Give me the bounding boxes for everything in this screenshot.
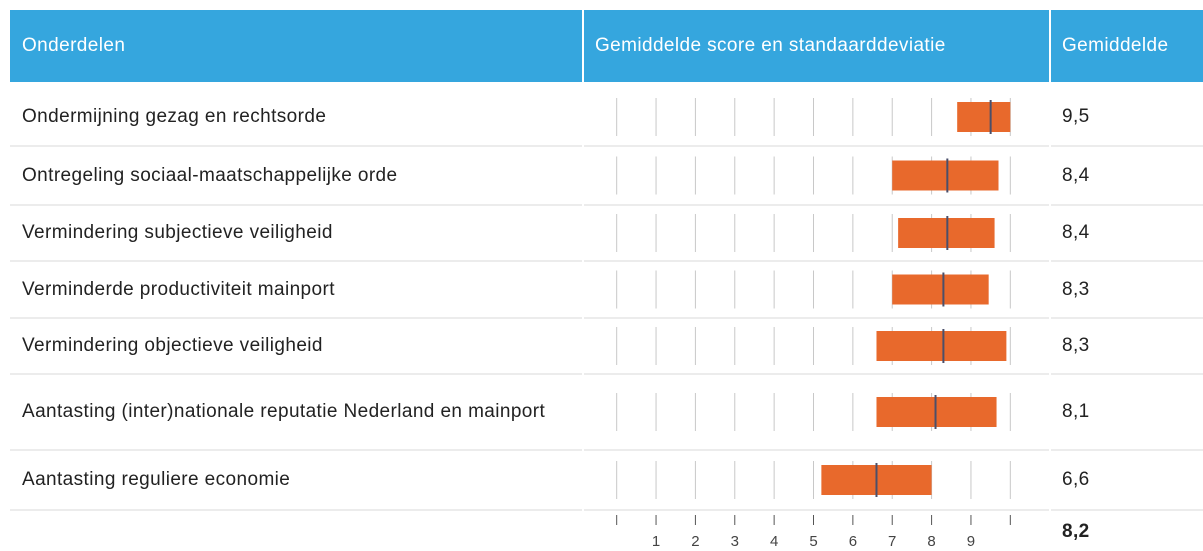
x-tick-label: 6 (849, 533, 857, 550)
mean-cell: 8,3 (1062, 278, 1090, 300)
row-label: Aantasting (inter)nationale reputatie Ne… (22, 401, 546, 422)
mean-cell: 8,4 (1062, 222, 1090, 243)
row-label: Vermindering subjectieve veiligheid (22, 222, 333, 243)
sd-box (892, 274, 989, 305)
row-label: Ondermijning gezag en rechtsorde (22, 106, 327, 127)
x-tick-label: 3 (731, 533, 739, 550)
row-label: Aantasting reguliere economie (22, 469, 291, 490)
x-tick-label: 1 (652, 533, 660, 550)
header-band (10, 10, 1203, 82)
row-label: Ontregeling sociaal-maatschappelijke ord… (22, 164, 398, 186)
sd-box (892, 160, 999, 191)
mean-cell: 6,6 (1062, 469, 1090, 490)
mean-cell: 8,1 (1062, 401, 1090, 422)
mean-cell: 8,4 (1062, 164, 1090, 186)
x-tick-label: 9 (967, 533, 975, 550)
row-label: Vermindering objectieve veiligheid (22, 335, 323, 356)
x-tick-label: 7 (888, 533, 896, 550)
header-cell: Gemiddelde (1062, 35, 1169, 56)
row-label: Verminderde productiviteit mainport (22, 278, 335, 300)
overall-mean: 8,2 (1062, 520, 1090, 542)
x-tick-label: 4 (770, 533, 778, 550)
sd-box (957, 102, 1011, 132)
x-tick-label: 2 (691, 533, 699, 550)
header-cell: Gemiddelde score en standaarddeviatie (595, 35, 946, 56)
header-cell: Onderdelen (22, 35, 126, 56)
sd-box (876, 331, 1007, 361)
x-tick-label: 8 (927, 533, 935, 550)
x-tick-label: 5 (809, 533, 817, 550)
mean-cell: 9,5 (1062, 106, 1090, 127)
mean-cell: 8,3 (1062, 335, 1090, 356)
